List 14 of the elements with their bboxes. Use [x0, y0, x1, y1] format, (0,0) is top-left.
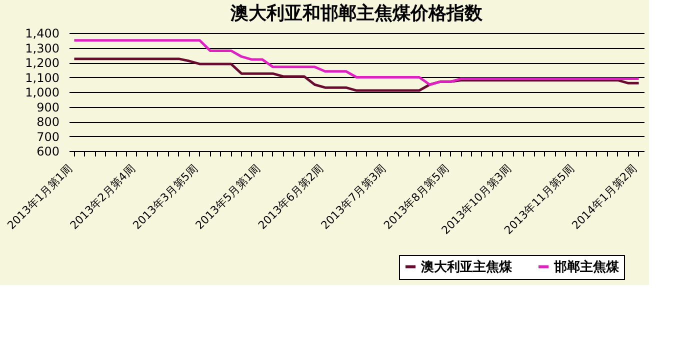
y-tick-label: 900	[36, 100, 60, 114]
y-tick-label: 1,000	[25, 86, 60, 100]
legend-label: 邯郸主焦煤	[553, 258, 620, 275]
line-series	[72, 39, 640, 86]
y-tick-label: 1,100	[25, 70, 60, 85]
chart-title: 澳大利亚和邯郸主焦煤价格指数	[230, 3, 484, 24]
legend-label: 澳大利亚主焦煤	[420, 258, 513, 275]
line-series	[72, 58, 640, 92]
y-tick-label: 700	[36, 130, 60, 144]
y-tick-label: 600	[36, 144, 60, 158]
y-tick-label: 1,400	[25, 26, 60, 40]
y-tick-label: 800	[36, 115, 60, 129]
y-tick-label: 1,200	[25, 56, 60, 70]
y-tick-label: 1,300	[25, 41, 60, 56]
